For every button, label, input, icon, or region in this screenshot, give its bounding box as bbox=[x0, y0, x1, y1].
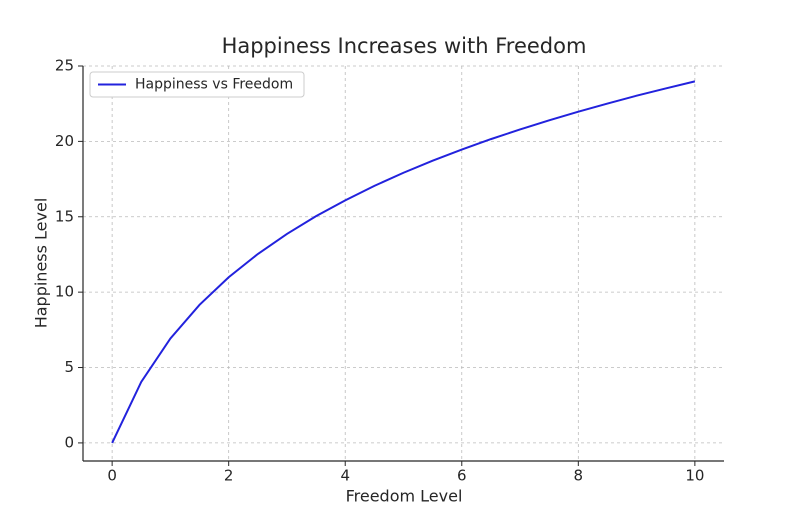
legend-label: Happiness vs Freedom bbox=[135, 77, 293, 93]
x-tick-label: 8 bbox=[574, 467, 584, 485]
chart-title: Happiness Increases with Freedom bbox=[222, 34, 587, 58]
y-tick-label: 10 bbox=[55, 283, 74, 301]
line bbox=[111, 80, 696, 444]
y-tick-label: 5 bbox=[64, 358, 74, 376]
x-axis-label: Freedom Level bbox=[346, 487, 463, 506]
x-tick-label: 0 bbox=[107, 467, 117, 485]
y-tick-label: 15 bbox=[55, 207, 74, 225]
x-tick-label: 2 bbox=[224, 467, 234, 485]
legend-box bbox=[89, 71, 305, 98]
legend: Happiness vs Freedom bbox=[89, 71, 305, 98]
y-tick-label: 20 bbox=[55, 132, 74, 150]
y-tick-label: 0 bbox=[64, 433, 74, 451]
x-tick-label: 10 bbox=[685, 467, 704, 485]
x-tick-label: 4 bbox=[340, 467, 350, 485]
y-tick-label: 25 bbox=[55, 57, 74, 75]
x-tick-label: 6 bbox=[457, 467, 467, 485]
y-axis-label: Happiness Level bbox=[32, 198, 51, 329]
